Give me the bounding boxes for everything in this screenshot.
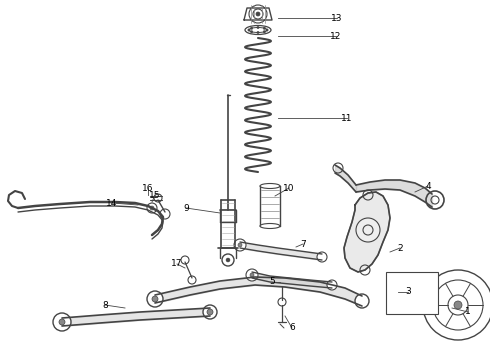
Circle shape [246, 269, 258, 281]
Circle shape [250, 273, 254, 277]
Bar [386, 272, 438, 314]
Circle shape [278, 298, 286, 306]
Text: 5: 5 [269, 278, 275, 287]
Circle shape [400, 281, 424, 305]
Circle shape [150, 206, 154, 210]
Text: 11: 11 [341, 113, 353, 122]
Text: 8: 8 [102, 301, 108, 310]
Circle shape [207, 309, 213, 315]
Circle shape [154, 194, 162, 202]
Circle shape [59, 319, 65, 325]
Circle shape [257, 31, 259, 34]
Circle shape [263, 31, 266, 33]
Circle shape [53, 313, 71, 331]
Circle shape [147, 203, 157, 213]
Text: 7: 7 [300, 239, 306, 248]
Circle shape [250, 27, 253, 30]
Circle shape [454, 301, 462, 309]
Text: 10: 10 [283, 184, 295, 193]
Text: 3: 3 [405, 288, 411, 297]
Circle shape [403, 294, 408, 300]
Circle shape [263, 27, 266, 30]
Circle shape [327, 280, 337, 290]
Text: 17: 17 [171, 260, 183, 269]
Circle shape [147, 291, 163, 307]
Circle shape [266, 29, 268, 31]
Circle shape [188, 276, 196, 284]
Ellipse shape [260, 184, 280, 189]
Text: 9: 9 [183, 203, 189, 212]
Circle shape [410, 283, 415, 288]
Circle shape [238, 243, 242, 247]
Polygon shape [344, 192, 390, 272]
Circle shape [152, 296, 158, 302]
Circle shape [356, 218, 380, 242]
Text: 1: 1 [465, 307, 471, 316]
Circle shape [160, 209, 170, 219]
Circle shape [416, 294, 421, 300]
Circle shape [317, 252, 327, 262]
Circle shape [257, 26, 259, 29]
Text: 6: 6 [289, 324, 295, 333]
Circle shape [256, 12, 260, 16]
Text: 4: 4 [425, 181, 431, 190]
Text: 13: 13 [331, 14, 343, 23]
Circle shape [234, 239, 246, 251]
Circle shape [226, 258, 230, 262]
Circle shape [203, 305, 217, 319]
Text: 15: 15 [149, 190, 161, 199]
Text: 14: 14 [106, 198, 118, 207]
Ellipse shape [260, 224, 280, 229]
Text: 12: 12 [330, 32, 342, 41]
Circle shape [181, 256, 189, 264]
Circle shape [355, 294, 369, 308]
Circle shape [248, 29, 250, 31]
Text: 2: 2 [397, 243, 403, 252]
Text: 16: 16 [142, 184, 154, 193]
Circle shape [250, 31, 253, 33]
